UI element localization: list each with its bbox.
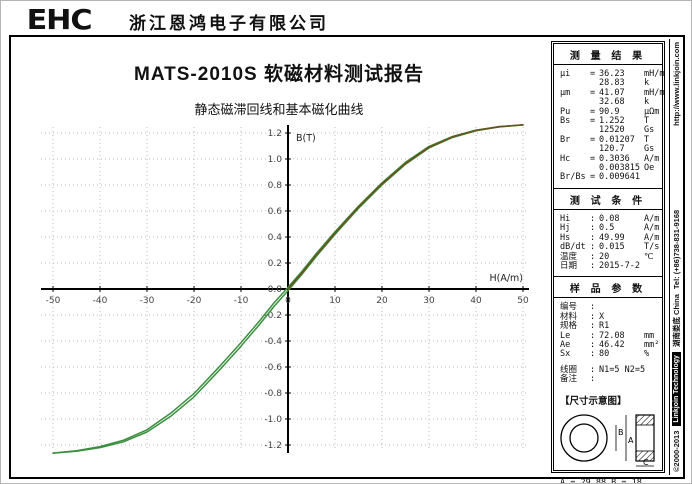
- y-tick-label: 1.0: [268, 155, 283, 165]
- cross-section-hatch-top: [635, 414, 655, 425]
- y-tick-label: -0.6: [264, 363, 282, 373]
- data-row: 120.7 Gs: [599, 144, 655, 155]
- results-rows: μi = 36.23 mH/m 28.83 k μm = 41.07 mH/m 32.68 k Pu = 9…: [554, 65, 665, 188]
- data-row: Hc = 0.3036 A/m: [560, 153, 660, 164]
- x-tick-label: -40: [93, 296, 108, 306]
- x-tick-label: 10: [329, 296, 341, 306]
- toroid-outer-circle: [560, 413, 608, 462]
- data-row: 32.68 k: [599, 97, 650, 108]
- results-panel: 测 量 结 果 μi = 36.23 mH/m 28.83 k μm = 41.07 mH/m 32…: [554, 44, 665, 189]
- side-strip: ©2000-2013 Linkjoin Technology 湖南娄底 Chin…: [669, 39, 683, 475]
- data-row: Bs = 1.252 T: [560, 116, 650, 127]
- data-row: Br = 0.01207 T: [560, 134, 650, 145]
- dimension-section: 【尺寸示意图】 B A: [554, 390, 662, 484]
- dim-label-c: C: [643, 458, 649, 467]
- x-tick-label: 0: [285, 296, 291, 306]
- data-row: 0.003815 Oe: [599, 163, 655, 174]
- y-tick-label: -1.0: [264, 415, 282, 425]
- sample-rows: 编号: 材料: X 规格: R1 Le:72.08 mm Ae:46.42 mm² Sx:80% 线…: [554, 298, 662, 389]
- data-row: Hi:0.08 A/m: [560, 213, 660, 224]
- data-row: Pu = 90.9 μΩm: [560, 106, 660, 117]
- data-row: dB/dt:0.015 T/s: [560, 242, 660, 253]
- data-row: Hs:49.99 A/m: [560, 232, 660, 243]
- data-row: Le:72.08 mm: [560, 330, 655, 341]
- x-tick-label: -20: [187, 296, 202, 306]
- dim-label-b: B: [618, 428, 624, 437]
- y-tick-label: -0.8: [264, 389, 282, 399]
- data-row: 28.83 k: [599, 78, 650, 89]
- sample-panel: 样 品 参 数 编号: 材料: X 规格: R1 Le:72.08 mm Ae:46.42 mm…: [554, 277, 662, 484]
- report-title: MATS-2010S 软磁材料测试报告: [134, 64, 424, 85]
- report-subtitle: 静态磁滞回线和基本磁化曲线: [194, 102, 364, 117]
- data-row: 线圈: N1=5 N2=5: [560, 364, 646, 375]
- conditions-rows: Hi:0.08 A/m Hj:0.5 A/m Hs:49.99 A/m dB/dt:0.01…: [554, 210, 662, 276]
- y-tick-label: -0.2: [264, 311, 282, 321]
- company-name: 浙江恩鸿电子有限公司: [129, 14, 329, 33]
- y-tick-label: 0.4: [268, 233, 283, 243]
- x-tick-label: 20: [376, 296, 388, 306]
- data-row: Hj:0.5 A/m: [560, 223, 660, 234]
- x-tick-label: -10: [234, 296, 249, 306]
- data-row: 编号:: [560, 302, 596, 313]
- x-tick-label: 30: [423, 296, 435, 306]
- data-row: 规格: R1: [560, 321, 610, 332]
- tel-text: Tel: (+86)738-831-9168: [672, 209, 681, 290]
- data-row: 日期:2015-7-2: [560, 260, 640, 271]
- x-tick-label: -50: [46, 296, 61, 306]
- report-sidebar: 测 量 结 果 μi = 36.23 mH/m 28.83 k μm = 41.07 mH/m 32…: [551, 41, 665, 483]
- dimension-line1: A = 29.88 B = 18: [560, 477, 642, 484]
- y-axis-title: B(T): [296, 133, 316, 144]
- dimension-title: 【尺寸示意图】: [560, 395, 627, 407]
- dimension-values: A = 29.88 B = 18 C = 9.98 (单位: mm): [560, 477, 658, 484]
- website-url: http://www.linkjoin.com: [672, 42, 681, 126]
- data-row: Br/Bs = 0.009641: [560, 172, 640, 183]
- sample-panel-title: 样 品 参 数: [554, 277, 662, 299]
- data-row: 温度:20 ℃: [560, 251, 654, 262]
- cross-section-hatch-bottom: [635, 450, 655, 461]
- linkjoin-badge: Linkjoin Technology: [672, 352, 681, 426]
- conditions-panel-title: 测 试 条 件: [554, 189, 662, 210]
- conditions-panel: 测 试 条 件 Hi:0.08 A/m Hj:0.5 A/m Hs:49.99 A/m dB…: [554, 189, 662, 278]
- sidebar-inner: 测 量 结 果 μi = 36.23 mH/m 28.83 k μm = 41.07 mH/m 32…: [553, 43, 665, 483]
- data-row: 12520 Gs: [599, 125, 655, 136]
- y-tick-label: 0.0: [268, 285, 283, 295]
- toroid-inner-circle: [569, 422, 599, 453]
- basic-magnetization-curve: [287, 124, 524, 290]
- y-tick-label: -0.4: [264, 337, 282, 347]
- region-text: 湖南娄底 China: [672, 294, 681, 348]
- y-tick-label: 0.2: [268, 259, 282, 269]
- results-panel-title: 测 量 结 果: [554, 44, 662, 65]
- data-row: μm = 41.07 mH/m: [560, 87, 665, 98]
- data-row: 备注:: [560, 374, 596, 385]
- x-tick-label: 40: [470, 296, 482, 306]
- ehc-logo: EHC: [26, 3, 93, 36]
- x-tick-label: -30: [140, 296, 155, 306]
- report-frame: MATS-2010S 软磁材料测试报告 静态磁滞回线和基本磁化曲线 -50 -40…: [9, 35, 685, 483]
- x-tick-label: 50: [517, 296, 529, 306]
- copyright-text: ©2000-2013: [672, 430, 681, 472]
- y-tick-label: 1.2: [268, 129, 282, 139]
- x-axis-title: H(A/m): [489, 273, 523, 284]
- y-tick-label: -1.2: [264, 441, 282, 451]
- side-strip-text: ©2000-2013 Linkjoin Technology 湖南娄底 Chin…: [670, 39, 683, 475]
- data-row: μi = 36.23 mH/m: [560, 69, 665, 79]
- dim-label-a: A: [628, 436, 634, 445]
- y-tick-label: 0.8: [268, 181, 283, 191]
- data-row: 材料: X: [560, 311, 605, 322]
- hysteresis-chart: -50 -40 -30 -20 -10 0 10 20 30 40 50 -1.2 -1.0 -0.8 -0…: [41, 124, 529, 454]
- data-row: Ae:46.42 mm²: [560, 339, 660, 350]
- core-dimension-diagram: B A C: [560, 413, 655, 467]
- y-tick-label: 0.6: [268, 207, 283, 217]
- data-row: Sx:80%: [560, 349, 650, 360]
